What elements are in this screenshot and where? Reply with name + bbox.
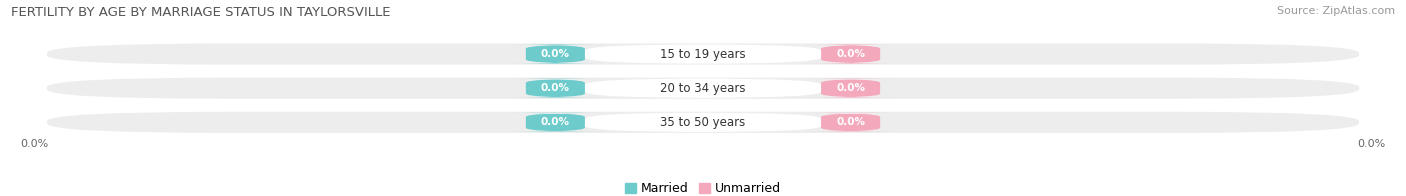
Text: 0.0%: 0.0% — [1357, 139, 1385, 149]
Text: 0.0%: 0.0% — [837, 83, 865, 93]
FancyBboxPatch shape — [585, 113, 821, 132]
FancyBboxPatch shape — [46, 44, 1360, 65]
FancyBboxPatch shape — [585, 44, 821, 64]
Text: 15 to 19 years: 15 to 19 years — [661, 48, 745, 61]
FancyBboxPatch shape — [506, 113, 605, 132]
Text: 0.0%: 0.0% — [837, 49, 865, 59]
FancyBboxPatch shape — [585, 79, 821, 98]
Text: 20 to 34 years: 20 to 34 years — [661, 82, 745, 95]
Text: 0.0%: 0.0% — [541, 83, 569, 93]
FancyBboxPatch shape — [46, 78, 1360, 99]
FancyBboxPatch shape — [801, 113, 900, 132]
Text: Source: ZipAtlas.com: Source: ZipAtlas.com — [1277, 6, 1395, 16]
FancyBboxPatch shape — [506, 79, 605, 98]
Text: 0.0%: 0.0% — [837, 117, 865, 127]
FancyBboxPatch shape — [46, 112, 1360, 133]
FancyBboxPatch shape — [801, 79, 900, 98]
Text: 0.0%: 0.0% — [541, 117, 569, 127]
Text: FERTILITY BY AGE BY MARRIAGE STATUS IN TAYLORSVILLE: FERTILITY BY AGE BY MARRIAGE STATUS IN T… — [11, 6, 391, 19]
Text: 35 to 50 years: 35 to 50 years — [661, 116, 745, 129]
FancyBboxPatch shape — [801, 44, 900, 64]
Text: 0.0%: 0.0% — [541, 49, 569, 59]
Text: 0.0%: 0.0% — [21, 139, 49, 149]
FancyBboxPatch shape — [506, 44, 605, 64]
Legend: Married, Unmarried: Married, Unmarried — [620, 178, 786, 196]
